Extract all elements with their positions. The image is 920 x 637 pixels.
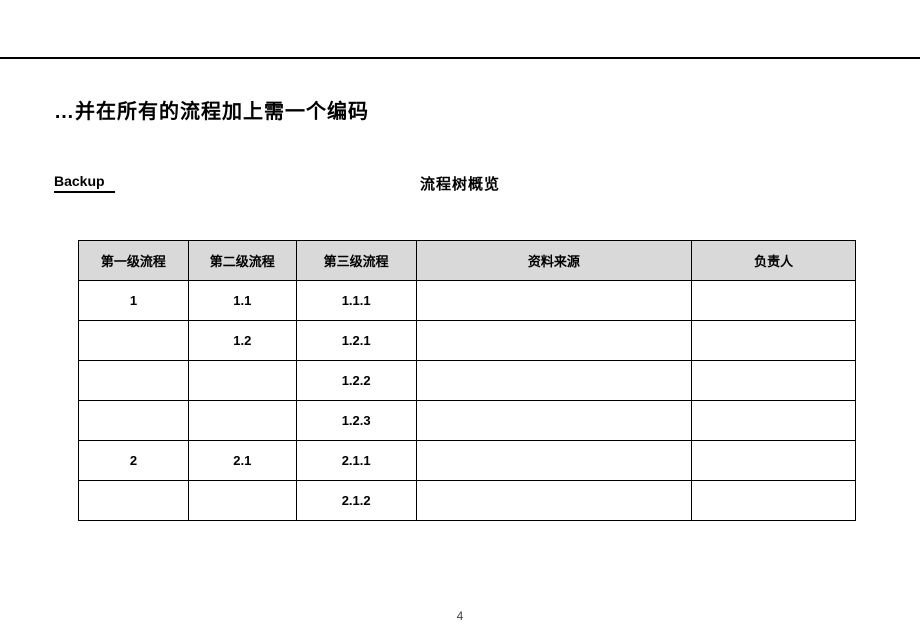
cell bbox=[79, 361, 189, 401]
cell: 1.1 bbox=[188, 281, 296, 321]
cell bbox=[692, 481, 856, 521]
cell bbox=[692, 401, 856, 441]
cell bbox=[79, 401, 189, 441]
cell bbox=[692, 361, 856, 401]
table-row: 2.1.2 bbox=[79, 481, 856, 521]
cell bbox=[692, 281, 856, 321]
cell bbox=[416, 361, 692, 401]
cell: 1.2.1 bbox=[296, 321, 416, 361]
table-header-row: 第一级流程 第二级流程 第三级流程 资料来源 负责人 bbox=[79, 241, 856, 281]
cell bbox=[416, 401, 692, 441]
table-row: 1 1.1 1.1.1 bbox=[79, 281, 856, 321]
cell bbox=[188, 401, 296, 441]
subtitle: 流程树概览 bbox=[0, 173, 920, 194]
cell: 2 bbox=[79, 441, 189, 481]
col-header: 第二级流程 bbox=[188, 241, 296, 281]
cell: 1.2.3 bbox=[296, 401, 416, 441]
cell bbox=[692, 321, 856, 361]
cell bbox=[692, 441, 856, 481]
cell: 2.1.1 bbox=[296, 441, 416, 481]
cell bbox=[416, 321, 692, 361]
col-header: 第一级流程 bbox=[79, 241, 189, 281]
cell bbox=[416, 441, 692, 481]
page-title: …并在所有的流程加上需一个编码 bbox=[54, 95, 369, 124]
top-rule bbox=[0, 57, 920, 59]
page-number: 4 bbox=[0, 609, 920, 623]
col-header: 资料来源 bbox=[416, 241, 692, 281]
table-row: 1.2.2 bbox=[79, 361, 856, 401]
cell bbox=[416, 281, 692, 321]
table-row: 1.2 1.2.1 bbox=[79, 321, 856, 361]
cell: 1.2.2 bbox=[296, 361, 416, 401]
col-header: 负责人 bbox=[692, 241, 856, 281]
cell bbox=[416, 481, 692, 521]
cell: 1 bbox=[79, 281, 189, 321]
cell bbox=[188, 361, 296, 401]
cell: 1.1.1 bbox=[296, 281, 416, 321]
cell bbox=[79, 481, 189, 521]
cell bbox=[79, 321, 189, 361]
table-row: 1.2.3 bbox=[79, 401, 856, 441]
cell: 2.1.2 bbox=[296, 481, 416, 521]
col-header: 第三级流程 bbox=[296, 241, 416, 281]
cell: 1.2 bbox=[188, 321, 296, 361]
cell bbox=[188, 481, 296, 521]
table-row: 2 2.1 2.1.1 bbox=[79, 441, 856, 481]
cell: 2.1 bbox=[188, 441, 296, 481]
process-table: 第一级流程 第二级流程 第三级流程 资料来源 负责人 1 1.1 1.1.1 1… bbox=[78, 240, 856, 521]
